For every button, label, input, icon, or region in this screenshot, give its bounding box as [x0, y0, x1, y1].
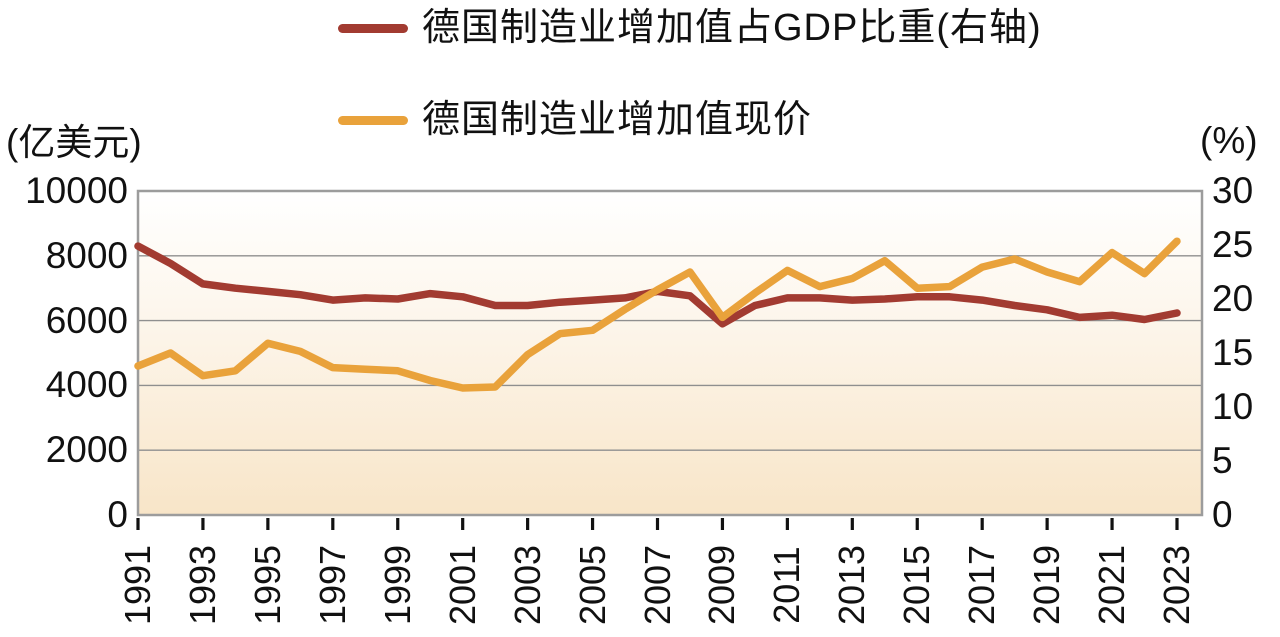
x-axis-tick-label: 2019	[1026, 544, 1068, 626]
legend-swatch-gdp-share-line	[338, 23, 408, 33]
x-axis-tick-label: 2009	[701, 544, 743, 626]
left-axis-unit-label: (亿美元)	[6, 122, 142, 163]
x-axis-tick-label: 1995	[246, 544, 288, 626]
x-axis-tick-label: 1993	[181, 544, 223, 626]
y-axis-right-tick-label: 5	[1212, 440, 1233, 481]
y-axis-right-tick-label: 30	[1212, 170, 1254, 211]
x-axis-tick-label: 1997	[311, 544, 353, 626]
plot-background	[138, 191, 1202, 515]
right-axis-unit-label: (%)	[1200, 120, 1258, 161]
y-axis-left-tick-label: 10000	[25, 170, 128, 211]
y-axis-right-tick-label: 25	[1212, 224, 1254, 265]
x-axis-tick-label: 2007	[636, 544, 678, 626]
value-added-line	[134, 237, 1181, 392]
y-axis-right-tick-label: 10	[1212, 386, 1254, 427]
x-axis-tick-label: 2017	[961, 544, 1003, 626]
x-axis-tick-label: 2001	[441, 544, 483, 626]
x-axis-tick-label: 1991	[117, 544, 158, 626]
y-axis-right-tick-label: 0	[1212, 494, 1233, 535]
x-axis-tick-label: 2023	[1156, 544, 1197, 626]
x-axis-tick-label: 2011	[766, 546, 808, 624]
y-axis-left-tick-label: 0	[107, 494, 128, 535]
y-axis-left-tick-label: 2000	[45, 429, 128, 471]
x-axis-tick-label: 1999	[376, 544, 418, 626]
y-axis-right-tick-label: 15	[1212, 332, 1254, 373]
x-axis-tick-label: 2015	[896, 544, 938, 626]
x-axis-tick-label: 2003	[506, 544, 548, 626]
legend-item-value-added: 德国制造业增加值现价	[338, 98, 812, 142]
legend-swatch-value-added-line	[338, 115, 408, 125]
legend-label-value-added: 德国制造业增加值现价	[422, 99, 813, 141]
plot-border	[136, 189, 1204, 517]
y-axis-left-tick-label: 6000	[45, 299, 128, 341]
legend-label-gdp-share: 德国制造业增加值占GDP比重(右轴)	[422, 7, 1042, 49]
x-axis-tick-label: 2013	[831, 544, 873, 626]
x-axis-tick-label: 2005	[571, 544, 613, 626]
y-axis-left-tick-label: 4000	[45, 364, 128, 406]
legend-item-gdp-share: 德国制造业增加值占GDP比重(右轴)	[338, 6, 1042, 50]
y-axis-right-tick-label: 20	[1212, 278, 1254, 319]
x-axis-tick-label: 2021	[1091, 544, 1133, 626]
y-axis-left-tick-label: 8000	[45, 234, 128, 276]
